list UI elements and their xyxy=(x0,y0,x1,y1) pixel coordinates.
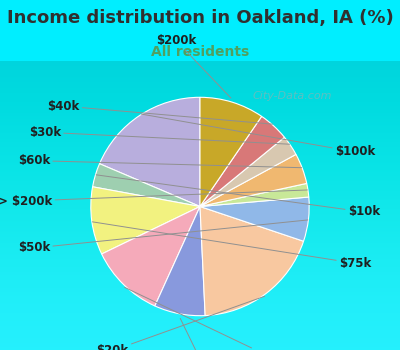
Text: $200k: $200k xyxy=(156,34,231,98)
Text: $125k: $125k xyxy=(180,318,226,350)
Wedge shape xyxy=(102,206,200,306)
Text: Income distribution in Oakland, IA (%): Income distribution in Oakland, IA (%) xyxy=(7,9,393,27)
Wedge shape xyxy=(155,206,205,316)
Wedge shape xyxy=(200,206,304,316)
Text: $60k: $60k xyxy=(18,154,302,168)
Wedge shape xyxy=(100,97,200,206)
Wedge shape xyxy=(200,154,307,206)
Wedge shape xyxy=(200,116,284,206)
Wedge shape xyxy=(91,187,200,254)
Text: $30k: $30k xyxy=(29,126,290,144)
Text: $75k: $75k xyxy=(92,222,371,270)
Text: City-Data.com: City-Data.com xyxy=(252,91,332,101)
Text: $10k: $10k xyxy=(96,175,380,218)
Text: $150k: $150k xyxy=(125,287,291,350)
Wedge shape xyxy=(200,183,309,206)
Text: $100k: $100k xyxy=(141,114,375,159)
Wedge shape xyxy=(200,97,262,206)
Wedge shape xyxy=(200,137,296,206)
Text: All residents: All residents xyxy=(151,45,249,59)
Text: > $200k: > $200k xyxy=(0,190,307,208)
Text: $50k: $50k xyxy=(18,220,308,254)
Text: $20k: $20k xyxy=(96,296,264,350)
Text: $40k: $40k xyxy=(47,99,272,124)
Wedge shape xyxy=(200,197,309,241)
Wedge shape xyxy=(92,164,200,206)
